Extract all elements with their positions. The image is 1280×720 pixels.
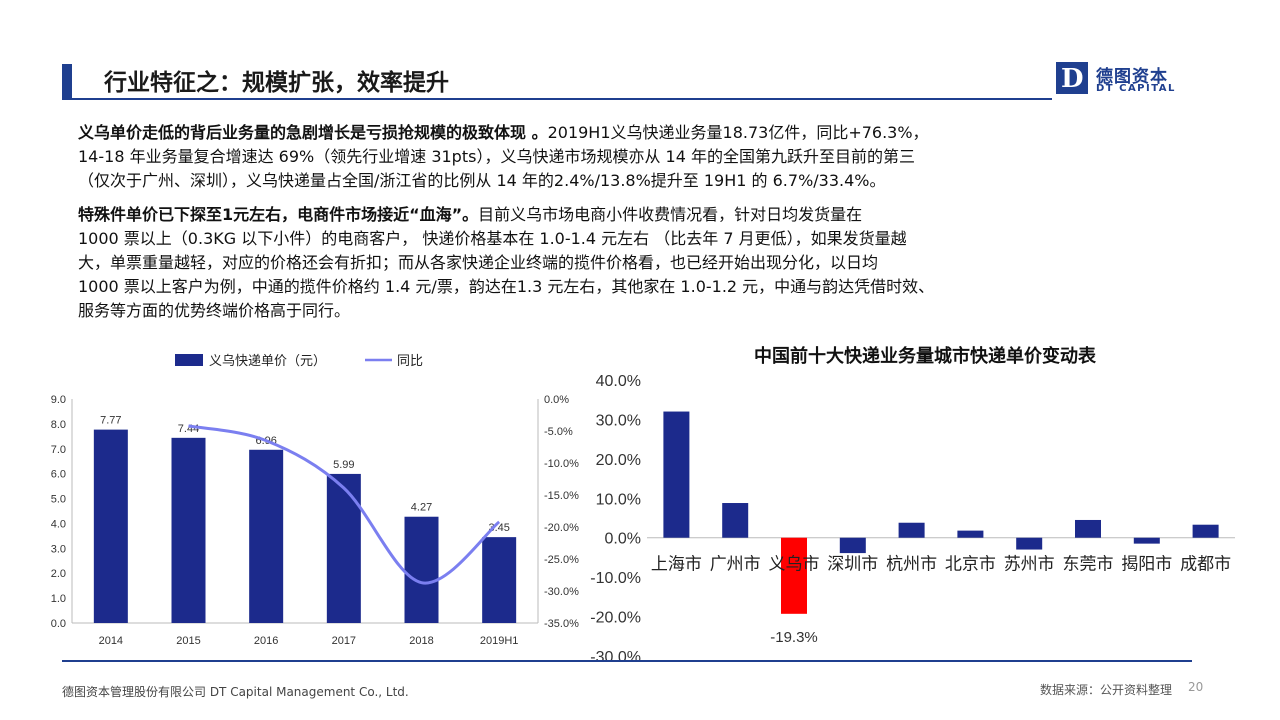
y-left-tick-label: 9.0 (51, 394, 66, 406)
x-tick-label: 东莞市 (1063, 555, 1114, 574)
legend-bar-swatch (175, 354, 203, 366)
paragraph-1-lead: 义乌单价走低的背后业务量的急剧增长是亏损抢规模的极致体现 。 (78, 123, 548, 142)
y-right-tick-label: -5.0% (544, 426, 573, 438)
y-left-tick-label: 2.0 (51, 568, 66, 580)
y-tick-label: 20.0% (596, 452, 641, 469)
bar-2015 (171, 437, 206, 623)
logo-mark: D (1056, 62, 1088, 94)
paragraph-1-line-1: 2019H1义乌快递业务量18.73亿件，同比+76.3%， (547, 123, 929, 142)
footer-source: 数据来源：公开资料整理 (1040, 683, 1173, 697)
bar-2017 (326, 473, 361, 623)
x-tick-label: 2017 (332, 635, 356, 647)
footer-company: 德图资本管理股份有限公司 DT Capital Management Co., … (62, 685, 409, 699)
bar-深圳市 (839, 537, 866, 554)
x-tick-label: 2014 (99, 635, 123, 647)
y-right-tick-label: -15.0% (544, 490, 579, 502)
y-left-tick-label: 0.0 (51, 618, 66, 630)
bar-揭阳市 (1133, 537, 1160, 544)
x-tick-label: 2019H1 (480, 635, 519, 647)
title-divider (62, 98, 1052, 100)
page-number: 20 (1188, 680, 1204, 694)
y-tick-label: -10.0% (590, 570, 641, 587)
paragraph-2-line-4: 1000 票以上客户为例，中通的揽件价格约 1.4 元/票，韵达在1.3 元左右… (78, 277, 935, 296)
bar-苏州市 (1016, 537, 1043, 550)
y-right-tick-label: -10.0% (544, 458, 579, 470)
legend-bar-label: 义乌快递单价（元） (209, 353, 326, 368)
bar-value-label: -19.3% (770, 629, 818, 646)
x-tick-label: 成都市 (1180, 555, 1231, 574)
paragraph-1-line-3: （仅次于广州、深圳），义乌快递量占全国/浙江省的比例从 14 年的2.4%/13… (78, 171, 886, 190)
logo-en-text: DT CAPITAL (1096, 83, 1176, 94)
y-left-tick-label: 8.0 (51, 419, 66, 431)
page-title: 行业特征之：规模扩张，效率提升 (104, 70, 449, 96)
title-accent-bar (62, 64, 72, 98)
y-left-tick-label: 7.0 (51, 444, 66, 456)
y-left-tick-label: 3.0 (51, 543, 66, 555)
legend-line-label: 同比 (397, 353, 423, 368)
y-right-tick-label: -20.0% (544, 522, 579, 534)
paragraph-2-lead: 特殊件单价已下探至1元左右，电商件市场接近“血海”。 (78, 205, 479, 224)
x-tick-label: 杭州市 (886, 555, 937, 574)
paragraph-2: 特殊件单价已下探至1元左右，电商件市场接近“血海”。目前义乌市场电商小件收费情况… (78, 203, 1208, 323)
yoy-line (188, 424, 501, 585)
bar-广州市 (722, 503, 749, 538)
x-tick-label: 2015 (176, 635, 200, 647)
y-tick-label: 30.0% (596, 412, 641, 429)
footer-divider (62, 660, 1192, 662)
x-tick-label: 苏州市 (1004, 555, 1055, 574)
bar-value-label: 4.27 (411, 502, 432, 514)
bar-东莞市 (1075, 519, 1101, 538)
paragraph-1: 义乌单价走低的背后业务量的急剧增长是亏损抢规模的极致体现 。2019H1义乌快递… (78, 121, 1208, 193)
y-right-tick-label: -30.0% (544, 586, 579, 598)
x-tick-label: 揭阳市 (1121, 555, 1172, 574)
x-tick-label: 广州市 (710, 555, 761, 574)
price-trend-chart: 义乌快递单价（元） 同比 0.0 1.0 2.0 3.0 4.0 5.0 6.0 7.0 8.0 9.… (51, 353, 579, 647)
x-tick-label: 上海市 (651, 555, 702, 574)
y-tick-label: -20.0% (590, 610, 641, 627)
bar-成都市 (1192, 524, 1219, 538)
y-tick-label: 40.0% (596, 373, 641, 390)
y-tick-label: 10.0% (596, 491, 641, 508)
paragraph-2-line-5: 服务等方面的优势终端价格高于同行。 (78, 301, 351, 320)
paragraph-2-line-3: 大，单票重量越轻，对应的价格还会有折扣；而从各家快递企业终端的揽件价格看，也已经… (78, 253, 879, 272)
bar-value-label: 7.44 (178, 423, 199, 435)
company-logo: D 德图资本 DT CAPITAL (1056, 62, 1206, 98)
bar-value-label: 7.77 (100, 415, 121, 427)
paragraph-2-line-1: 目前义乌市场电商小件收费情况看，针对日均发货量在 (478, 205, 863, 224)
bar-2019H1 (482, 537, 517, 623)
y-right-tick-label: -25.0% (544, 554, 579, 566)
y-right-tick-label: 0.0% (544, 394, 569, 406)
bar-2016 (249, 449, 284, 623)
y-tick-label: -30.0% (590, 649, 641, 666)
bar-北京市 (957, 530, 984, 538)
bar-义乌市 (781, 537, 807, 614)
city-price-change-chart: 中国前十大快递业务量城市快递单价变动表 40.0% 30.0% 20.0% 10.0% 0… (590, 345, 1235, 666)
x-tick-label: 深圳市 (827, 555, 878, 574)
bar-value-label: 5.99 (333, 459, 354, 471)
paragraph-2-line-2: 1000 票以上（0.3KG 以下小件）的电商客户， 快递价格基本在 1.0-1… (78, 229, 907, 248)
chart-title: 中国前十大快递业务量城市快递单价变动表 (754, 345, 1097, 366)
logo-letter: D (1061, 64, 1084, 94)
y-left-tick-label: 1.0 (51, 593, 66, 605)
bar-杭州市 (898, 522, 925, 538)
y-left-tick-label: 5.0 (51, 494, 66, 506)
paragraph-1-line-2: 14-18 年业务量复合增速达 69%（领先行业增速 31pts），义乌快递市场… (78, 147, 915, 166)
y-left-tick-label: 4.0 (51, 518, 66, 530)
bar-上海市 (663, 411, 690, 538)
x-tick-label: 2018 (409, 635, 433, 647)
bar-2014 (93, 429, 128, 623)
bar-2018 (404, 516, 439, 623)
logo-cn-text: 德图资本 (1096, 67, 1168, 87)
x-tick-label: 2016 (254, 635, 278, 647)
x-tick-label: 北京市 (945, 555, 996, 574)
x-tick-label: 义乌市 (769, 555, 820, 574)
y-left-tick-label: 6.0 (51, 469, 66, 481)
y-tick-label: 0.0% (605, 531, 641, 548)
y-right-tick-label: -35.0% (544, 618, 579, 630)
